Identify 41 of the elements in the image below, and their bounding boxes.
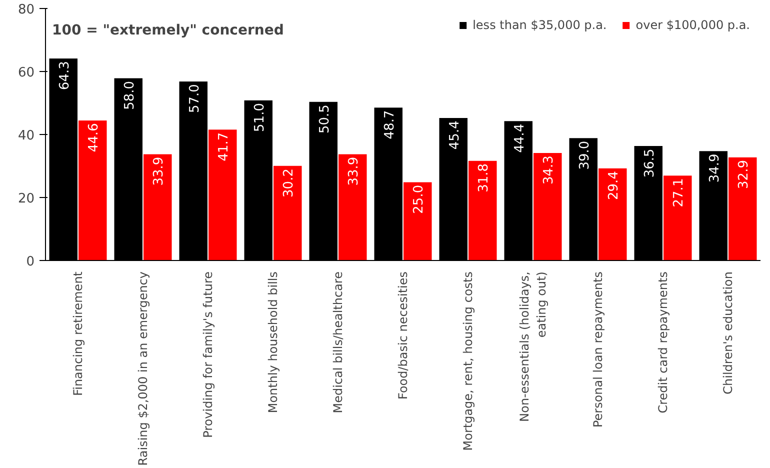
x-tick-label: Credit card repayments <box>656 271 670 414</box>
x-tick-label: Medical bills/healthcare <box>331 271 345 414</box>
data-label: 44.4 <box>512 124 528 153</box>
x-tick-label: Financing retirement <box>71 271 85 396</box>
data-label: 32.9 <box>736 160 752 189</box>
data-label: 33.9 <box>152 156 167 186</box>
x-tick-label: Non-essentials (holidays, eating out) <box>518 271 548 422</box>
data-label: 58.0 <box>122 80 138 110</box>
y-tick-label: 60 <box>18 66 35 80</box>
data-label: 34.3 <box>542 156 557 185</box>
data-label: 30.2 <box>282 168 297 198</box>
data-label: 48.7 <box>382 110 398 140</box>
data-label: 57.0 <box>187 84 202 114</box>
text: 100 = "extremely" concerned <box>52 22 284 38</box>
x-tick-label: Monthly household bills <box>266 271 280 414</box>
data-label: 39.0 <box>577 140 592 170</box>
y-tick-label: 80 <box>18 2 35 18</box>
x-tick-label: Personal loan repayments <box>591 271 605 428</box>
data-label: 31.8 <box>476 163 492 192</box>
data-label: 44.6 <box>86 123 102 152</box>
x-tick-label: Children's education <box>721 271 735 394</box>
data-label: 25.0 <box>412 184 427 214</box>
data-label: 50.5 <box>317 104 332 134</box>
data-label: 29.4 <box>606 171 622 200</box>
legend-label: over $100,000 p.a. <box>636 18 750 32</box>
x-tick-label: Food/basic necesities <box>396 272 410 400</box>
data-label: 51.0 <box>252 102 268 132</box>
data-label: 33.9 <box>346 156 362 186</box>
data-label: 27.1 <box>672 178 687 208</box>
x-tick-label: Raising $2,000 in an emergency <box>136 271 150 466</box>
data-label: 45.4 <box>447 120 462 150</box>
y-tick-label: 40 <box>18 128 35 144</box>
data-label: 34.9 <box>707 154 722 183</box>
data-label: 64.3 <box>57 61 72 90</box>
x-tick-label: Mortgage, rent, housing costs <box>461 272 475 451</box>
y-tick-label: 20 <box>18 192 35 206</box>
x-tick-label: Providing for family's future <box>201 271 215 438</box>
data-label: 41.7 <box>216 132 232 162</box>
data-label: 36.5 <box>642 148 658 178</box>
y-tick-label: 0 <box>26 254 35 270</box>
legend-label: less than $35,000 p.a. <box>472 18 607 32</box>
